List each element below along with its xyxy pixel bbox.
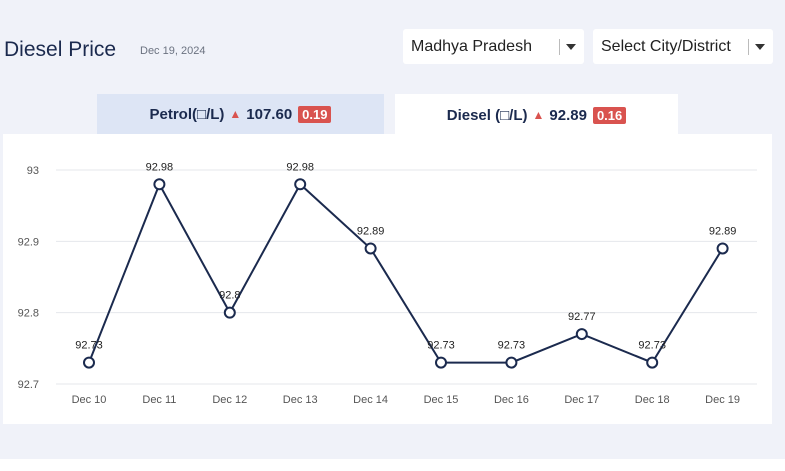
- data-label: 92.77: [568, 311, 596, 323]
- series-line: [88, 181, 724, 364]
- data-label: 92.98: [286, 161, 314, 173]
- data-point: [505, 356, 518, 369]
- x-tick-label: Dec 13: [283, 394, 318, 406]
- y-tick-label: 92.8: [18, 308, 39, 320]
- data-label: 92.89: [357, 225, 385, 237]
- tab-diesel-price: 92.89: [549, 106, 587, 124]
- x-tick-label: Dec 17: [564, 394, 599, 406]
- x-tick-label: Dec 14: [353, 394, 388, 406]
- data-label: 92.98: [146, 161, 174, 173]
- data-label: 92.8: [219, 290, 240, 302]
- chevron-down-icon[interactable]: [755, 43, 765, 50]
- x-tick-label: Dec 18: [635, 394, 670, 406]
- x-tick-label: Dec 15: [424, 394, 459, 406]
- data-label: 92.73: [498, 340, 526, 352]
- y-tick-label: 92.7: [18, 379, 39, 391]
- data-point: [153, 178, 166, 191]
- select-divider: [559, 38, 560, 55]
- tab-petrol-change-badge: 0.19: [298, 105, 332, 123]
- arrow-up-icon: ▲: [229, 107, 242, 121]
- price-date: Dec 19, 2024: [140, 45, 206, 57]
- select-divider: [748, 38, 749, 55]
- data-point: [223, 306, 236, 319]
- tab-petrol[interactable]: Petrol(□/L) ▲ 107.60 0.19: [97, 94, 384, 134]
- data-label: 92.73: [427, 340, 455, 352]
- data-label: 92.73: [75, 340, 103, 352]
- data-point: [575, 328, 588, 341]
- tab-petrol-price: 107.60: [246, 105, 293, 123]
- x-tick-label: Dec 10: [72, 394, 107, 406]
- arrow-up-icon: ▲: [532, 108, 545, 122]
- bottom-card: [0, 459, 785, 471]
- data-point: [364, 242, 377, 255]
- data-point: [83, 356, 95, 369]
- data-point: [435, 356, 447, 369]
- tab-diesel[interactable]: Diesel (□/L) ▲ 92.89 0.16: [395, 94, 678, 136]
- y-tick-label: 93: [27, 165, 39, 177]
- data-point: [294, 178, 307, 191]
- data-point: [716, 242, 729, 255]
- x-tick-label: Dec 16: [494, 394, 529, 406]
- state-select-value: Madhya Pradesh: [411, 37, 532, 55]
- data-point: [646, 356, 659, 369]
- tab-diesel-change-badge: 0.16: [592, 106, 627, 124]
- tab-diesel-label: Diesel (□/L): [446, 106, 528, 124]
- x-tick-label: Dec 19: [705, 394, 740, 406]
- chevron-down-icon[interactable]: [566, 43, 576, 50]
- price-line-chart: 92.7 92.8 92.9 93 Dec 10 Dec 11 Dec 12 Dec 13 De…: [18, 161, 757, 406]
- price-chart-card: 92.7 92.8 92.9 93 Dec 10 Dec 11 Dec 12 Dec 13 De…: [3, 134, 772, 424]
- data-label: 92.73: [638, 340, 666, 352]
- x-tick-label: Dec 12: [212, 394, 247, 406]
- city-select-placeholder: Select City/District: [601, 37, 731, 55]
- page-title: Diesel Price: [4, 38, 117, 61]
- x-tick-label: Dec 11: [142, 394, 176, 406]
- y-tick-label: 92.9: [18, 236, 39, 248]
- state-select[interactable]: Madhya Pradesh: [403, 29, 584, 64]
- data-label: 92.89: [709, 225, 737, 237]
- city-select[interactable]: Select City/District: [593, 29, 773, 64]
- tab-petrol-label: Petrol(□/L): [149, 105, 225, 123]
